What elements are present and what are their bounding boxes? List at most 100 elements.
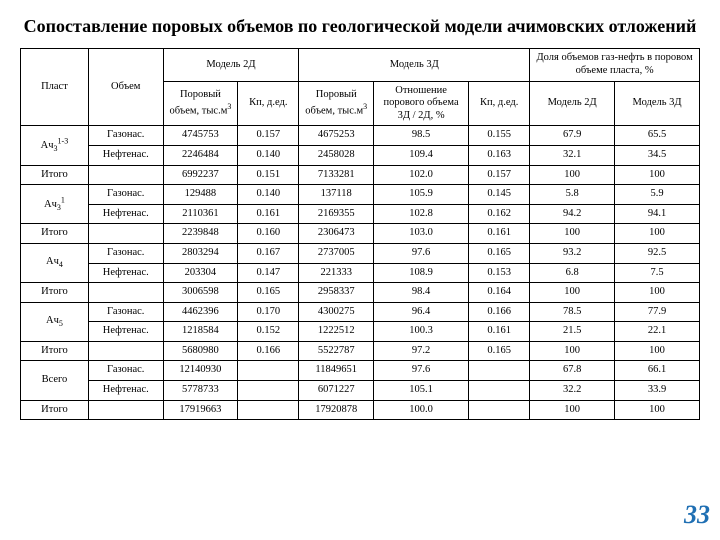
table-cell: 0.153 bbox=[469, 263, 530, 283]
table-cell: 12140930 bbox=[163, 361, 238, 381]
table-cell: 2306473 bbox=[299, 224, 374, 244]
table-cell: 21.5 bbox=[530, 322, 615, 342]
table-cell: 0.162 bbox=[469, 204, 530, 224]
table-cell: 2458028 bbox=[299, 145, 374, 165]
table-row: Ач31-3Газонас.47457530.157467525398.50.1… bbox=[21, 126, 700, 146]
table-cell: 100 bbox=[530, 400, 615, 420]
table-cell: 5680980 bbox=[163, 341, 238, 361]
table-cell: 32.1 bbox=[530, 145, 615, 165]
table-cell: 129488 bbox=[163, 185, 238, 205]
table-cell: 137118 bbox=[299, 185, 374, 205]
table-cell: 1218584 bbox=[163, 322, 238, 342]
col-ratio: Отношение порового объема 3Д / 2Д, % bbox=[374, 81, 469, 126]
table-cell: 2737005 bbox=[299, 243, 374, 263]
itogo-label: Итого bbox=[21, 341, 89, 361]
table-row: Ач5Газонас.44623960.170430027596.40.1667… bbox=[21, 302, 700, 322]
table-cell: Газонас. bbox=[88, 126, 163, 146]
table-cell: 6992237 bbox=[163, 165, 238, 185]
table-cell: 0.161 bbox=[469, 322, 530, 342]
table-cell: 0.166 bbox=[469, 302, 530, 322]
itogo-label: Итого bbox=[21, 400, 89, 420]
col-share-group: Доля объемов газ-нефть в поровом объеме … bbox=[530, 49, 700, 81]
table-cell: 94.2 bbox=[530, 204, 615, 224]
table-row-total: Итого30065980.165295833798.40.164100100 bbox=[21, 283, 700, 303]
table-cell: 4675253 bbox=[299, 126, 374, 146]
table-cell: 0.165 bbox=[238, 283, 299, 303]
table-cell: 33.9 bbox=[615, 381, 700, 401]
table-row: Ач4Газонас.28032940.167273700597.60.1659… bbox=[21, 243, 700, 263]
table-cell: Газонас. bbox=[88, 302, 163, 322]
layer-name: Ач31-3 bbox=[21, 126, 89, 165]
table-cell bbox=[238, 361, 299, 381]
table-cell: 0.161 bbox=[469, 224, 530, 244]
table-cell: 2169355 bbox=[299, 204, 374, 224]
table-cell: 100 bbox=[615, 341, 700, 361]
table-cell bbox=[469, 400, 530, 420]
table-cell: 102.0 bbox=[374, 165, 469, 185]
table-cell: 4462396 bbox=[163, 302, 238, 322]
table-cell: 7133281 bbox=[299, 165, 374, 185]
page-title: Сопоставление поровых объемов по геологи… bbox=[20, 15, 700, 38]
table-cell: 0.147 bbox=[238, 263, 299, 283]
table-row: ВсегоГазонас.121409301184965197.667.866.… bbox=[21, 361, 700, 381]
table-cell: 6071227 bbox=[299, 381, 374, 401]
table-cell: Нефтенас. bbox=[88, 204, 163, 224]
table-cell: 97.6 bbox=[374, 243, 469, 263]
table-cell: 0.157 bbox=[469, 165, 530, 185]
table-cell: 98.5 bbox=[374, 126, 469, 146]
table-cell: 0.140 bbox=[238, 185, 299, 205]
table-cell: 103.0 bbox=[374, 224, 469, 244]
table-cell: 100 bbox=[530, 341, 615, 361]
table-cell: 0.157 bbox=[238, 126, 299, 146]
table-cell: 5778733 bbox=[163, 381, 238, 401]
layer-name: Ач4 bbox=[21, 243, 89, 282]
table-cell: 105.1 bbox=[374, 381, 469, 401]
table-cell: 0.155 bbox=[469, 126, 530, 146]
table-cell: 109.4 bbox=[374, 145, 469, 165]
table-cell: 2239848 bbox=[163, 224, 238, 244]
itogo-label: Итого bbox=[21, 283, 89, 303]
table-cell: 2110361 bbox=[163, 204, 238, 224]
table-cell: 0.145 bbox=[469, 185, 530, 205]
table-cell bbox=[238, 400, 299, 420]
table-cell: 78.5 bbox=[530, 302, 615, 322]
table-cell: Газонас. bbox=[88, 361, 163, 381]
table-cell: 100 bbox=[615, 283, 700, 303]
table-cell: 0.167 bbox=[238, 243, 299, 263]
table-cell: 100 bbox=[615, 224, 700, 244]
table-cell: 100 bbox=[530, 283, 615, 303]
table-cell: Нефтенас. bbox=[88, 381, 163, 401]
table-cell: 102.8 bbox=[374, 204, 469, 224]
table-cell: 0.160 bbox=[238, 224, 299, 244]
table-cell bbox=[88, 400, 163, 420]
grand-label: Всего bbox=[21, 361, 89, 400]
col-m3d: Модель 3Д bbox=[615, 81, 700, 126]
table-cell: 66.1 bbox=[615, 361, 700, 381]
table-cell: 0.151 bbox=[238, 165, 299, 185]
table-cell bbox=[88, 283, 163, 303]
table-row: Нефтенас.2033040.147221333108.90.1536.87… bbox=[21, 263, 700, 283]
table-cell: 93.2 bbox=[530, 243, 615, 263]
table-cell: 0.165 bbox=[469, 243, 530, 263]
col-obj: Объем bbox=[88, 49, 163, 126]
table-cell: 4300275 bbox=[299, 302, 374, 322]
table-cell bbox=[469, 381, 530, 401]
table-cell: 3006598 bbox=[163, 283, 238, 303]
table-cell bbox=[88, 341, 163, 361]
table-cell: 0.170 bbox=[238, 302, 299, 322]
layer-name: Ач31 bbox=[21, 185, 89, 224]
table-cell bbox=[469, 361, 530, 381]
table-cell: 0.163 bbox=[469, 145, 530, 165]
col-3d-group: Модель 3Д bbox=[299, 49, 530, 81]
table-cell: Нефтенас. bbox=[88, 145, 163, 165]
table-cell: Нефтенас. bbox=[88, 263, 163, 283]
col-2d-group: Модель 2Д bbox=[163, 49, 299, 81]
table-row: Нефтенас.5778733 6071227105.1 32.233.9 bbox=[21, 381, 700, 401]
table-cell: Газонас. bbox=[88, 185, 163, 205]
table-cell: 7.5 bbox=[615, 263, 700, 283]
table-cell: 77.9 bbox=[615, 302, 700, 322]
table-cell: 203304 bbox=[163, 263, 238, 283]
table-cell: 0.161 bbox=[238, 204, 299, 224]
table-cell: 32.2 bbox=[530, 381, 615, 401]
table-cell bbox=[88, 165, 163, 185]
